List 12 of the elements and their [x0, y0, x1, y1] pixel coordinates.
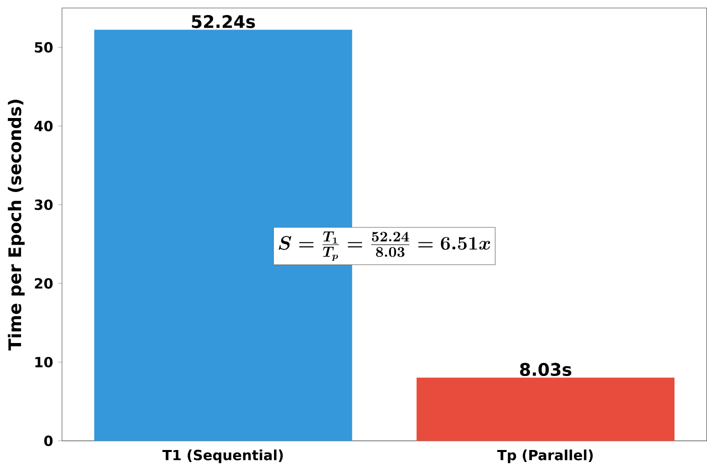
x-tick-label: T1 (Sequential) [162, 450, 283, 464]
y-tick-label: 40 [34, 120, 53, 132]
x-tick-label: Tp (Parallel) [497, 450, 593, 464]
y-tick-label: 10 [35, 357, 53, 368]
y-tick-label: 50 [34, 42, 53, 53]
y-tick-label: 20 [34, 278, 53, 289]
annotation: $S = \frac{T_1}{T_p} = \frac{52.24}{8.03} = 6.51x$ [278, 232, 490, 261]
data-label: 8.03s [520, 363, 572, 376]
data-label: 52.24s [192, 15, 255, 28]
y-axis-title: Time per Epoch (seconds) [8, 100, 25, 351]
y-tick-label: 30 [34, 200, 53, 210]
y-tick-label: 0 [44, 436, 53, 446]
